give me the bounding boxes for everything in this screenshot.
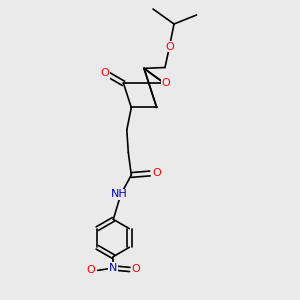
Text: N: N (109, 263, 118, 273)
Text: O: O (162, 78, 170, 88)
Text: O: O (165, 41, 174, 52)
Text: O: O (87, 266, 95, 275)
Text: NH: NH (111, 190, 128, 200)
Text: O: O (100, 68, 109, 78)
Text: O: O (152, 169, 161, 178)
Text: O: O (131, 265, 140, 275)
